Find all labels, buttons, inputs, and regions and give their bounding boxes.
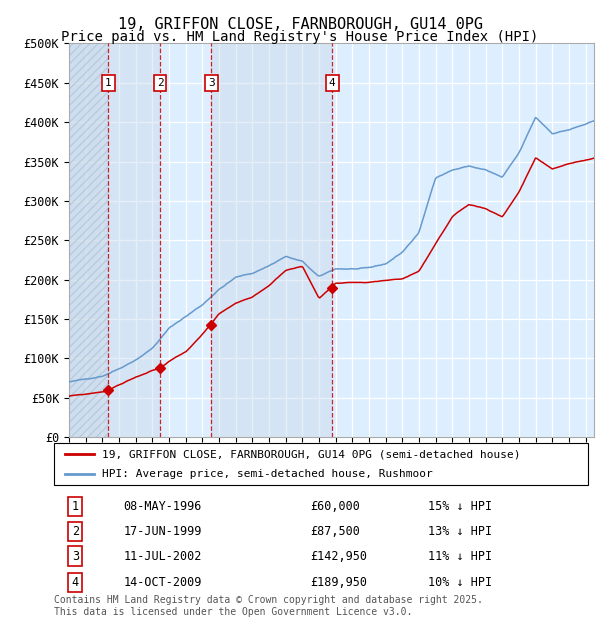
Bar [109,43,160,437]
Text: 1: 1 [72,500,79,513]
Text: 4: 4 [72,576,79,589]
Text: 3: 3 [208,78,215,88]
Text: 08-MAY-1996: 08-MAY-1996 [124,500,202,513]
Text: 14-OCT-2009: 14-OCT-2009 [124,576,202,589]
FancyBboxPatch shape [54,443,588,485]
Text: 2: 2 [157,78,163,88]
Bar [211,43,332,437]
Text: 19, GRIFFON CLOSE, FARNBOROUGH, GU14 0PG: 19, GRIFFON CLOSE, FARNBOROUGH, GU14 0PG [118,17,482,32]
Text: £60,000: £60,000 [310,500,360,513]
Bar [69,43,109,437]
Text: 11-JUL-2002: 11-JUL-2002 [124,550,202,563]
Text: £189,950: £189,950 [310,576,367,589]
Text: HPI: Average price, semi-detached house, Rushmoor: HPI: Average price, semi-detached house,… [102,469,433,479]
Text: 17-JUN-1999: 17-JUN-1999 [124,525,202,538]
Text: 2: 2 [72,525,79,538]
Text: £142,950: £142,950 [310,550,367,563]
Text: 3: 3 [72,550,79,563]
Text: 11% ↓ HPI: 11% ↓ HPI [428,550,492,563]
Text: 15% ↓ HPI: 15% ↓ HPI [428,500,492,513]
Text: 1: 1 [105,78,112,88]
Text: £87,500: £87,500 [310,525,360,538]
Text: 19, GRIFFON CLOSE, FARNBOROUGH, GU14 0PG (semi-detached house): 19, GRIFFON CLOSE, FARNBOROUGH, GU14 0PG… [102,450,521,459]
Text: 10% ↓ HPI: 10% ↓ HPI [428,576,492,589]
Text: 13% ↓ HPI: 13% ↓ HPI [428,525,492,538]
Text: Contains HM Land Registry data © Crown copyright and database right 2025.
This d: Contains HM Land Registry data © Crown c… [54,595,483,617]
Text: 4: 4 [329,78,335,88]
Text: Price paid vs. HM Land Registry's House Price Index (HPI): Price paid vs. HM Land Registry's House … [61,30,539,44]
